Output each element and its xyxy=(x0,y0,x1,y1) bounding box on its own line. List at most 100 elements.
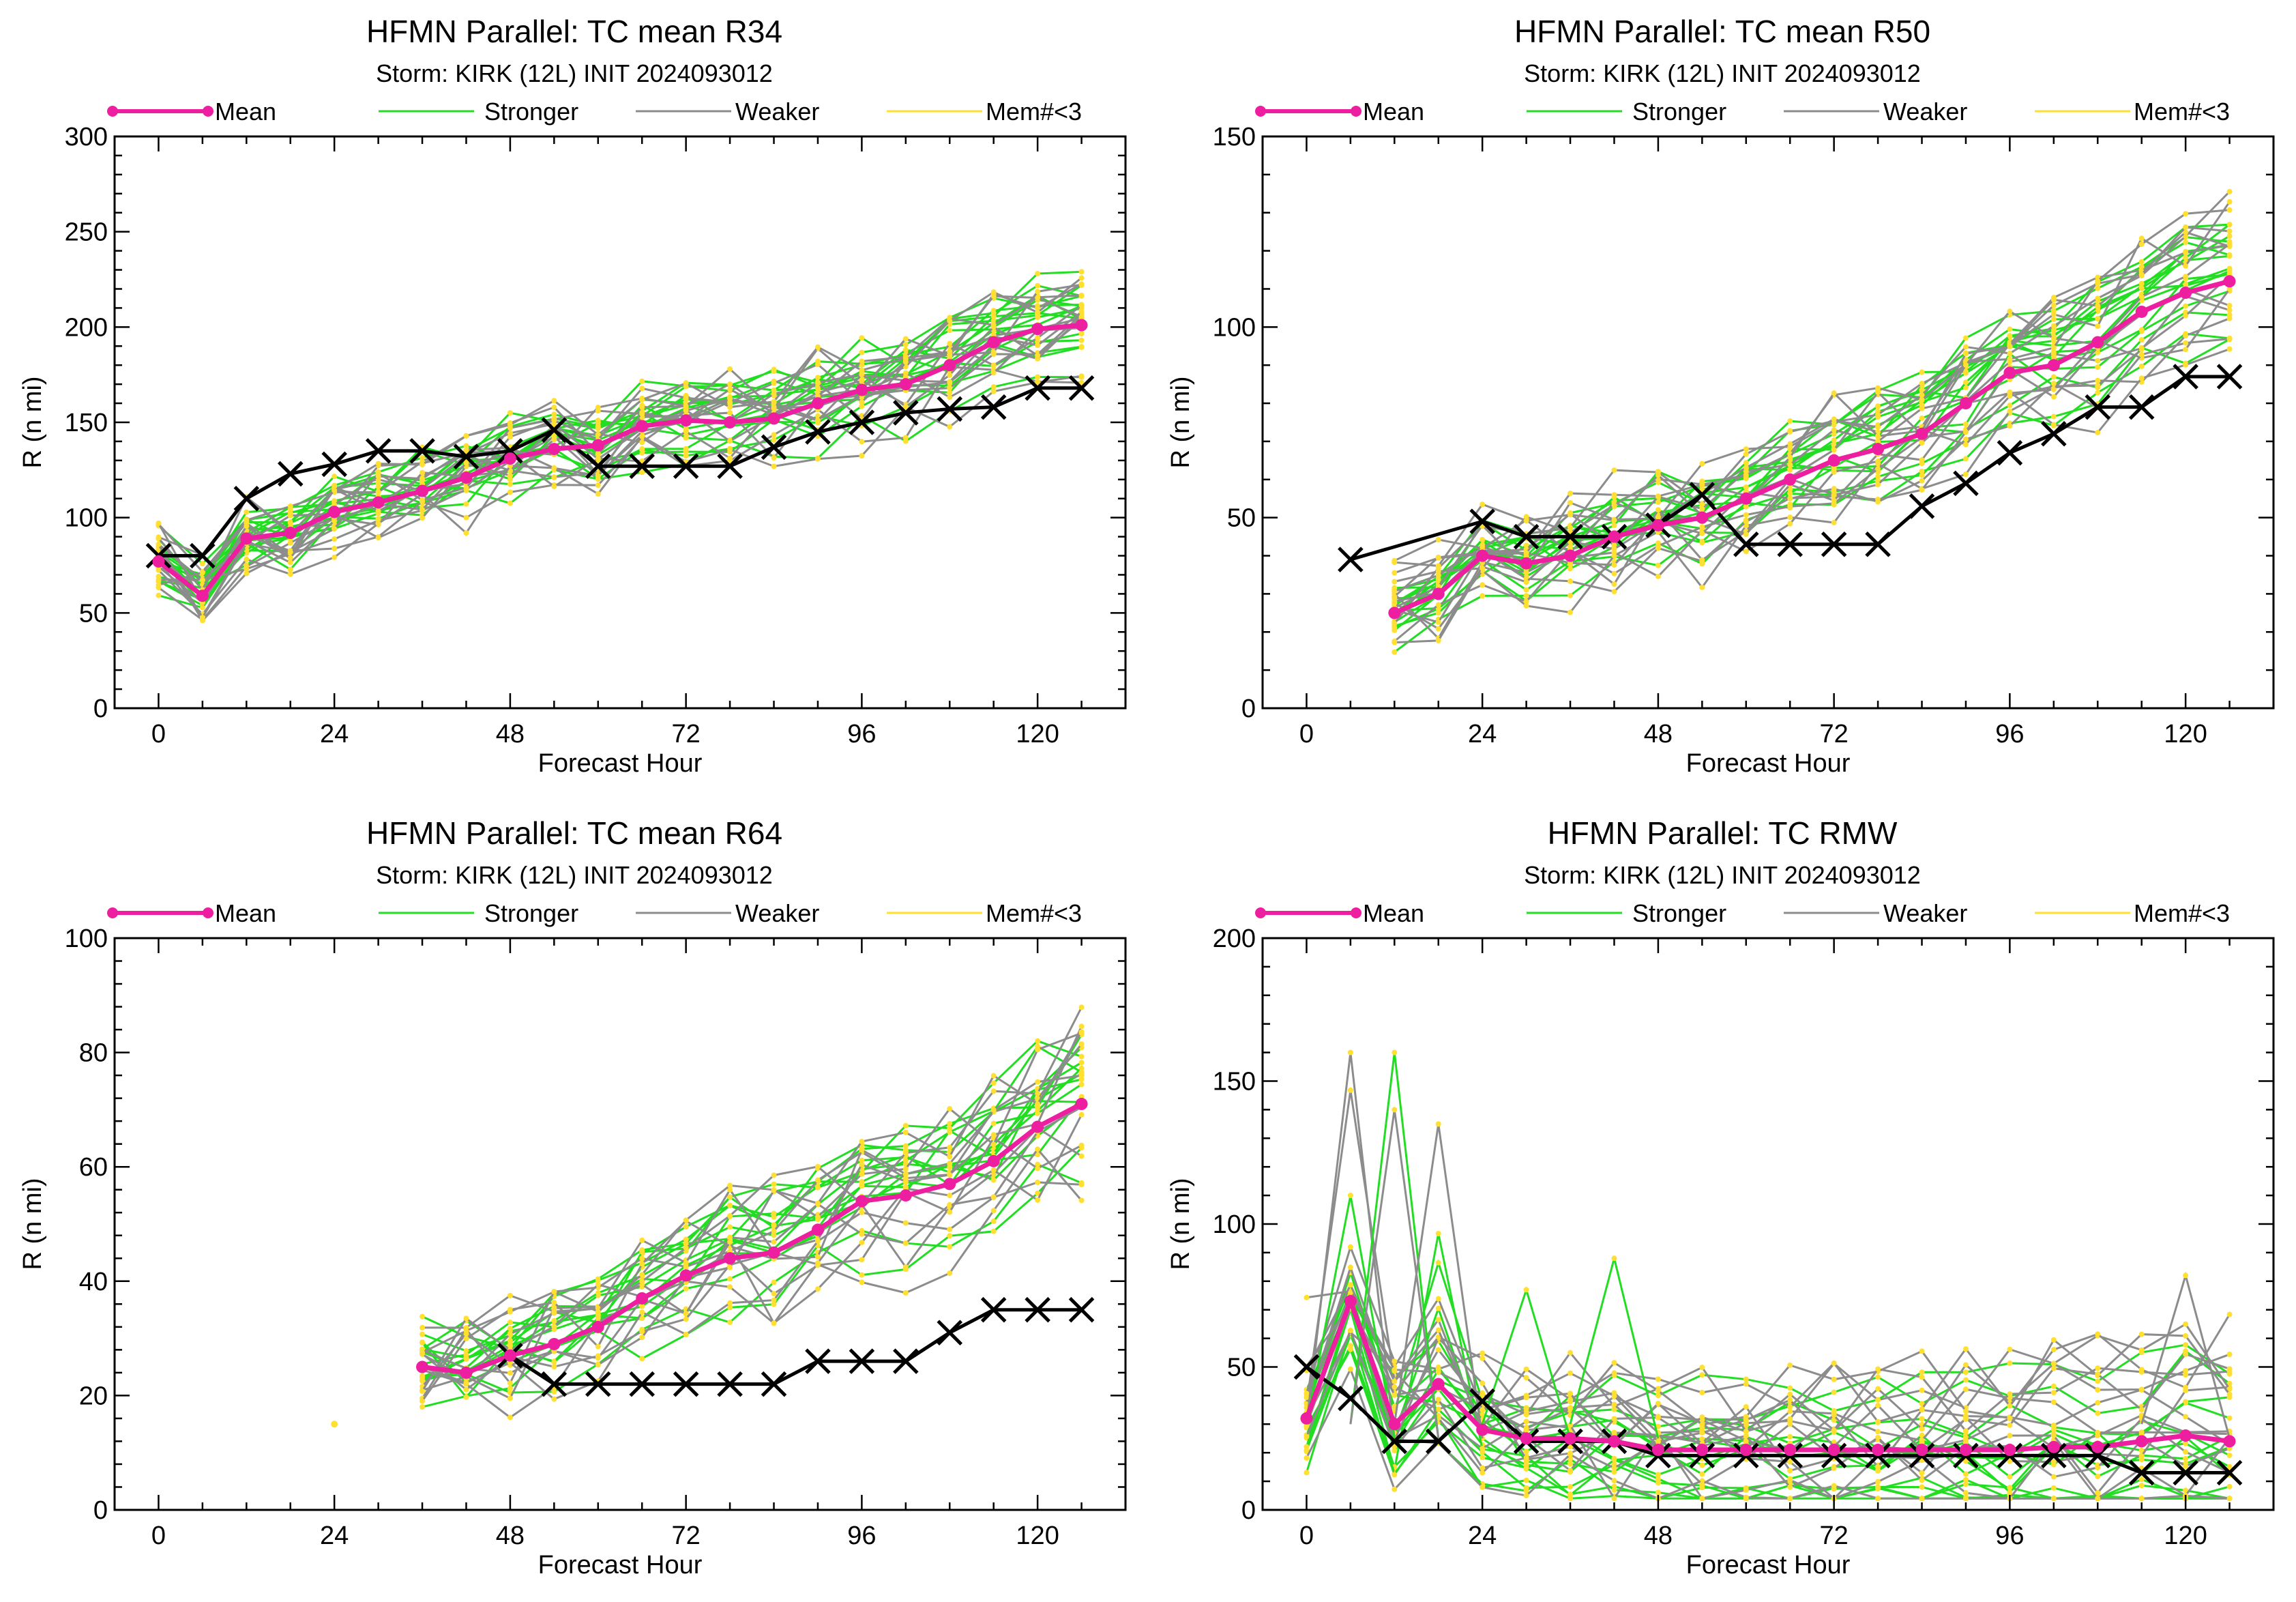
member-point xyxy=(1919,380,1925,386)
observed-marker xyxy=(717,1371,743,1397)
mean-point xyxy=(1739,492,1752,505)
legend: Mean Stronger Weaker Mem#<3 xyxy=(1255,899,2230,927)
member-point xyxy=(771,1291,777,1297)
member-point xyxy=(1962,368,1969,375)
member-point xyxy=(1655,1472,1661,1478)
member-point xyxy=(990,1208,997,1214)
member-point xyxy=(1611,1255,1617,1262)
member-point xyxy=(1523,1465,1529,1471)
member-point xyxy=(2050,1383,2057,1389)
member-point xyxy=(1611,467,1617,474)
mean-point xyxy=(679,1269,692,1282)
member-point xyxy=(947,318,953,324)
member-weaker-line xyxy=(422,1032,1083,1354)
member-point xyxy=(2226,188,2233,194)
member-point xyxy=(1611,589,1617,595)
member-point xyxy=(1699,584,1705,590)
member-point xyxy=(463,514,469,521)
member-point xyxy=(1078,1142,1085,1148)
member-point xyxy=(814,1163,821,1169)
member-point xyxy=(507,489,513,495)
member-point xyxy=(2226,1352,2233,1358)
member-point xyxy=(463,484,469,491)
member-point xyxy=(1035,1047,1041,1053)
member-point xyxy=(859,1161,865,1167)
member-point xyxy=(1962,1496,1969,1502)
observed-marker xyxy=(673,453,699,480)
member-point xyxy=(947,1120,953,1126)
member-point xyxy=(1611,502,1617,508)
observed-line xyxy=(158,386,1082,558)
member-point xyxy=(1743,1487,1749,1493)
member-point xyxy=(990,324,997,330)
member-point xyxy=(244,570,250,577)
x-tick-label: 0 xyxy=(1299,1521,1314,1550)
member-point xyxy=(287,555,293,561)
member-point xyxy=(1875,439,1881,445)
x-tick-label: 72 xyxy=(672,720,701,748)
member-point xyxy=(1831,1427,1837,1433)
mean-point xyxy=(548,443,561,456)
plot-area xyxy=(1304,1049,2233,1502)
observed-marker xyxy=(1425,1428,1452,1455)
observed-marker xyxy=(980,394,1007,420)
member-point xyxy=(551,465,557,471)
member-point xyxy=(2183,332,2189,338)
member-point xyxy=(727,1300,733,1306)
member-point xyxy=(1435,619,1441,625)
member-point xyxy=(2138,1453,2145,1459)
observed-marker xyxy=(541,417,568,443)
member-point xyxy=(2095,1473,2101,1479)
member-point xyxy=(2050,316,2057,322)
member-point xyxy=(1875,1386,1881,1392)
member-point xyxy=(2183,362,2189,368)
member-point xyxy=(463,1328,469,1334)
mean-point xyxy=(1476,549,1489,562)
member-point xyxy=(1743,465,1749,471)
member-point xyxy=(1392,559,1398,566)
member-point xyxy=(1568,1484,1574,1490)
member-point xyxy=(771,1232,777,1238)
member-point xyxy=(551,474,557,480)
member-point xyxy=(156,582,162,588)
member-point xyxy=(902,342,909,348)
member-point xyxy=(1035,1179,1041,1185)
member-point xyxy=(902,1290,909,1296)
member-point xyxy=(771,1297,777,1303)
member-point xyxy=(287,549,293,555)
member-point xyxy=(1523,1455,1529,1461)
member-point xyxy=(156,592,162,598)
mean-point xyxy=(1608,1435,1621,1448)
member-point xyxy=(1699,461,1705,467)
member-point xyxy=(771,1222,777,1228)
observed-marker xyxy=(1068,1296,1095,1323)
mean-point xyxy=(724,1252,737,1265)
mean-point xyxy=(2091,1440,2104,1453)
mean-point xyxy=(1300,1412,1313,1425)
member-point xyxy=(771,1181,777,1187)
mean-point xyxy=(724,416,737,428)
mean-point xyxy=(1651,519,1664,531)
member-point xyxy=(1655,499,1661,506)
member-point xyxy=(727,409,733,416)
member-point xyxy=(463,1335,469,1341)
observed-marker xyxy=(1689,482,1716,508)
member-point xyxy=(1919,1348,1925,1354)
member-point xyxy=(1699,1496,1705,1502)
member-point xyxy=(727,366,733,372)
mean-point xyxy=(987,336,1000,349)
member-point xyxy=(1919,1374,1925,1380)
member-point xyxy=(551,483,557,489)
member-point xyxy=(1743,460,1749,466)
member-point xyxy=(1919,1369,1925,1375)
member-weaker-line xyxy=(1394,288,2231,640)
panel-r34: HFMN Parallel: TC mean R34 Storm: KIRK (1… xyxy=(18,14,1127,778)
member-point xyxy=(990,388,997,394)
member-point xyxy=(1655,1476,1661,1482)
member-point xyxy=(1078,269,1085,275)
member-point xyxy=(2183,229,2189,235)
member-point xyxy=(595,408,601,414)
chart-subtitle: Storm: KIRK (12L) INIT 2024093012 xyxy=(376,861,773,889)
member-point xyxy=(2138,375,2145,381)
member-point xyxy=(463,460,469,466)
